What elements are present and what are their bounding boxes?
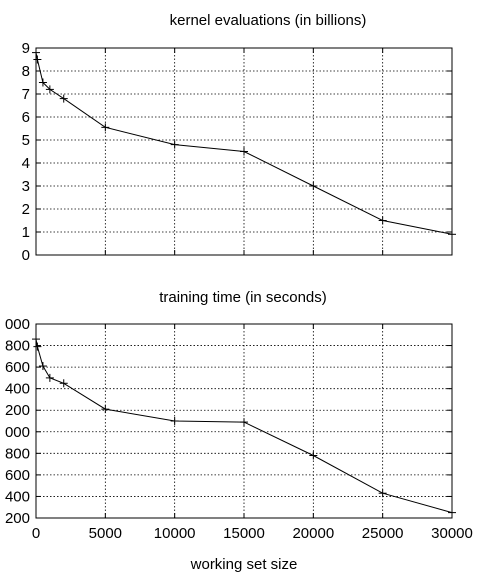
data-point <box>38 78 47 87</box>
data-point <box>45 373 54 382</box>
y-tick-label: 5 <box>22 132 30 149</box>
x-tick-label: 30000 <box>431 525 473 542</box>
y-tick-label: 6 <box>22 109 30 126</box>
y-tick-label: 000 <box>5 316 30 333</box>
x-tick-label: 25000 <box>362 525 404 542</box>
y-tick-label: 7 <box>22 86 30 103</box>
series <box>32 335 456 517</box>
y-tick-label: 200 <box>5 510 30 527</box>
data-point <box>378 489 387 498</box>
data-point <box>170 417 179 425</box>
data-point <box>240 147 248 156</box>
x-axis-label: working set size <box>190 556 298 573</box>
y-tick-label: 800 <box>5 338 30 355</box>
x-tick-label: 20000 <box>292 525 334 542</box>
x-ticks <box>35 48 453 255</box>
y-tick-label: 2 <box>22 201 30 218</box>
data-point <box>59 94 68 103</box>
data-point <box>309 451 318 460</box>
data-point <box>45 85 54 94</box>
y-tick-label: 600 <box>5 467 30 484</box>
plot-frame <box>35 323 453 519</box>
data-point <box>33 55 42 64</box>
data-point <box>240 418 248 427</box>
series <box>32 48 456 239</box>
data-point <box>33 342 42 351</box>
data-point <box>101 405 110 414</box>
plot-frame <box>35 47 453 256</box>
data-point <box>59 379 68 388</box>
y-tick-label: 8 <box>22 63 30 80</box>
chart-title: kernel evaluations (in billions) <box>170 12 367 29</box>
x-tick-label: 10000 <box>154 525 196 542</box>
chart-title: training time (in seconds) <box>159 289 327 306</box>
data-point <box>38 362 47 371</box>
y-tick-label: 800 <box>5 445 30 462</box>
x-tick-label: 15000 <box>223 525 265 542</box>
x-tick-label: 5000 <box>89 525 122 542</box>
data-point <box>101 123 110 132</box>
y-tick-label: 400 <box>5 488 30 505</box>
y-ticks: 200 400 600 800 000 200 400 600 800 000 <box>5 316 452 527</box>
kernel-evaluations-chart: kernel evaluations (in billions) 0 1 2 3 4 5 6… <box>22 12 456 264</box>
y-tick-label: 400 <box>5 381 30 398</box>
y-tick-label: 1 <box>22 224 30 241</box>
y-tick-label: 3 <box>22 178 30 195</box>
x-ticks: 0 5000 10000 15000 20000 25000 30000 <box>32 324 473 542</box>
data-point <box>378 216 387 225</box>
data-point <box>309 182 318 190</box>
y-ticks: 0 1 2 3 4 5 6 7 8 9 <box>22 40 452 264</box>
y-tick-label: 000 <box>5 424 30 441</box>
y-tick-label: 9 <box>22 40 30 57</box>
y-tick-label: 4 <box>22 155 30 172</box>
y-tick-label: 200 <box>5 402 30 419</box>
training-time-chart: training time (in seconds) 0 5000 10000 150… <box>5 289 473 573</box>
y-tick-label: 600 <box>5 359 30 376</box>
y-tick-label: 0 <box>22 247 30 264</box>
x-tick-label: 0 <box>32 525 40 542</box>
data-point <box>170 140 179 149</box>
grid <box>36 48 452 255</box>
